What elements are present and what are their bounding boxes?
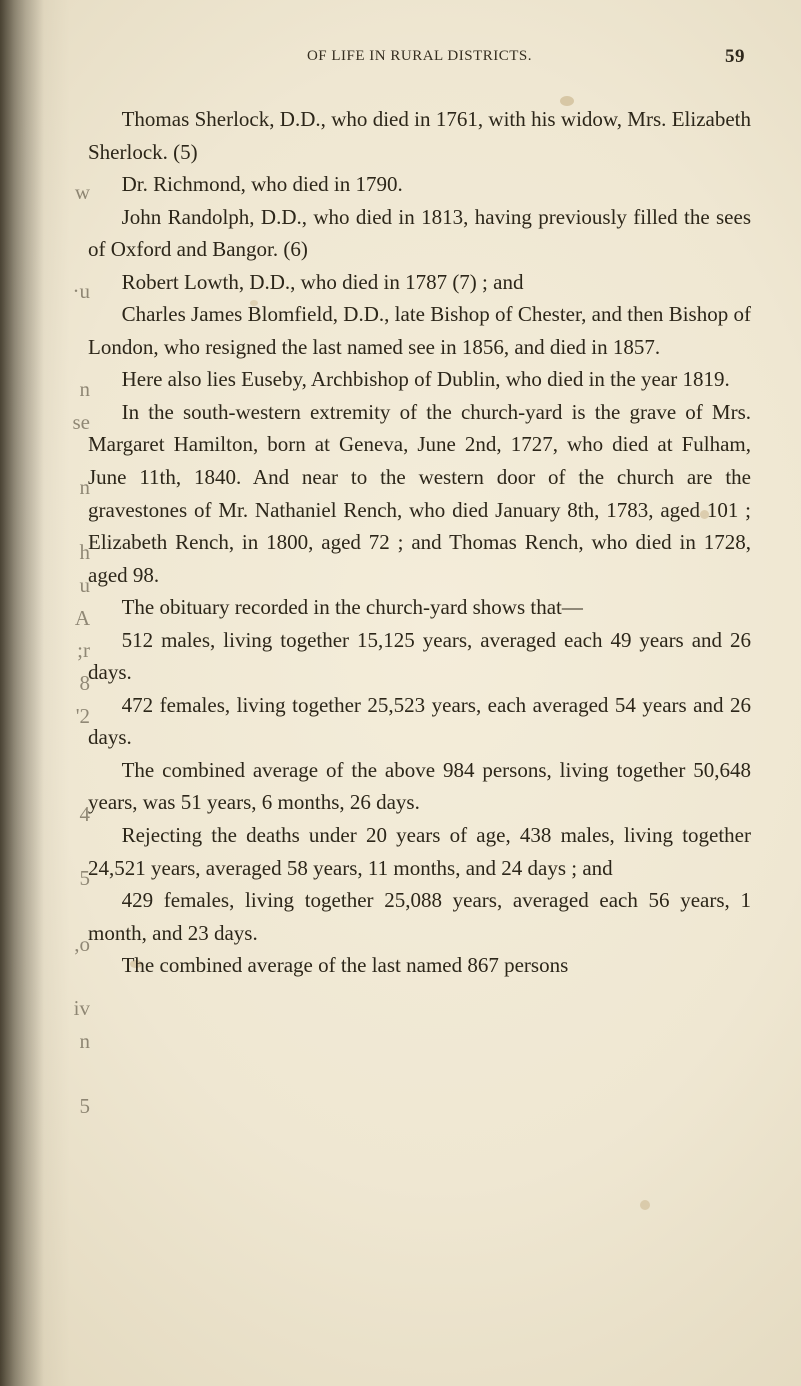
paragraph: Here also lies Euseby, Archbishop of Dub…	[88, 363, 751, 396]
gutter-fragment: 5	[20, 868, 90, 889]
gutter-fragment: n	[20, 477, 90, 498]
gutter-fragment: iv	[20, 998, 90, 1019]
gutter-fragment: 4	[20, 804, 90, 825]
book-page: OF LIFE IN RURAL DISTRICTS. 59 Thomas Sh…	[0, 0, 801, 1386]
gutter-fragment: n	[20, 379, 90, 400]
gutter-fragment: w	[20, 182, 90, 203]
running-head-title: OF LIFE IN RURAL DISTRICTS.	[307, 48, 532, 65]
body-text: Thomas Sherlock, D.D., who died in 1761,…	[88, 103, 751, 982]
paragraph: Charles James Blomfield, D.D., late Bish…	[88, 298, 751, 363]
gutter-fragment: ·u	[20, 281, 90, 302]
gutter-fragment: 8	[20, 673, 90, 694]
paragraph: The obituary recorded in the church-yard…	[88, 591, 751, 624]
spine-shadow	[0, 0, 44, 1386]
paragraph: The combined average of the above 984 pe…	[88, 754, 751, 819]
gutter-fragment: A	[20, 608, 90, 629]
paragraph: Dr. Richmond, who died in 1790.	[88, 168, 751, 201]
gutter-fragments: w·unsenhuA;r8'245,oivn5	[6, 0, 58, 1386]
gutter-fragment: ,o	[20, 934, 90, 955]
paragraph: The combined average of the last named 8…	[88, 949, 751, 982]
gutter-fragment: n	[20, 1031, 90, 1052]
running-head: OF LIFE IN RURAL DISTRICTS. 59	[88, 48, 751, 65]
paragraph: 472 females, living together 25,523 year…	[88, 689, 751, 754]
foxing-spot	[640, 1200, 650, 1210]
gutter-fragment: h	[20, 542, 90, 563]
paragraph: 512 males, living together 15,125 years,…	[88, 624, 751, 689]
paragraph: Thomas Sherlock, D.D., who died in 1761,…	[88, 103, 751, 168]
page-number: 59	[725, 46, 745, 68]
paragraph: Robert Lowth, D.D., who died in 1787 (7)…	[88, 266, 751, 299]
paragraph: Rejecting the deaths under 20 years of a…	[88, 819, 751, 884]
paragraph: In the south-western extremity of the ch…	[88, 396, 751, 591]
gutter-fragment: '2	[20, 706, 90, 727]
gutter-fragment: 5	[20, 1096, 90, 1117]
gutter-fragment: ;r	[20, 640, 90, 661]
gutter-fragment: u	[20, 575, 90, 596]
paragraph: 429 females, living together 25,088 year…	[88, 884, 751, 949]
gutter-fragment: se	[20, 412, 90, 433]
paragraph: John Randolph, D.D., who died in 1813, h…	[88, 201, 751, 266]
